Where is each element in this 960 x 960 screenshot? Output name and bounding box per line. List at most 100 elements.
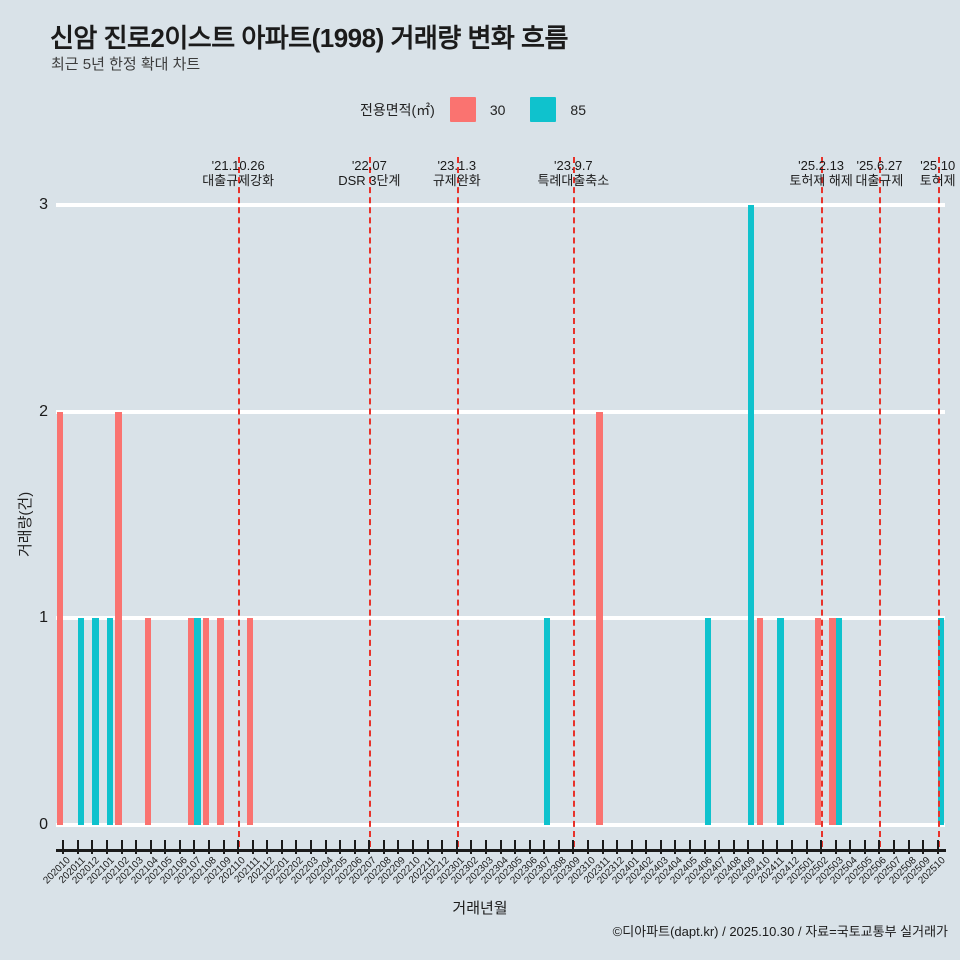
- event-marker-line: [879, 157, 882, 847]
- x-tick: [149, 840, 152, 854]
- x-tick: [703, 840, 706, 854]
- x-tick: [659, 840, 662, 854]
- x-tick: [878, 840, 881, 854]
- x-tick: [907, 840, 910, 854]
- x-tick: [892, 840, 895, 854]
- x-tick: [164, 840, 167, 854]
- x-tick: [484, 840, 487, 854]
- x-tick: [368, 840, 371, 854]
- x-tick: [863, 840, 866, 854]
- event-annotation-text: DSR 3단계: [338, 173, 401, 188]
- event-marker-line: [821, 157, 824, 847]
- event-annotation: '21.10.26 대출규제강화: [178, 158, 298, 189]
- event-annotation-text: 토허제 해제: [789, 173, 853, 188]
- chart-bar[interactable]: [835, 618, 842, 825]
- chart-bar[interactable]: [814, 618, 822, 825]
- x-tick: [586, 840, 589, 854]
- x-tick: [455, 840, 458, 854]
- x-tick: [499, 840, 502, 854]
- chart-bar[interactable]: [144, 618, 151, 825]
- x-tick: [688, 840, 691, 854]
- event-marker-line: [456, 157, 459, 847]
- event-annotation-text: 특례대출축소: [537, 173, 610, 188]
- event-annotation: '22.07 DSR 3단계: [309, 158, 429, 189]
- y-tick-label: 0: [39, 816, 48, 833]
- chart-bar[interactable]: [217, 618, 224, 825]
- chart-bar[interactable]: [194, 618, 201, 825]
- x-tick: [62, 840, 65, 854]
- x-tick: [280, 840, 283, 854]
- x-tick: [936, 840, 939, 854]
- y-tick-label: 2: [39, 402, 48, 420]
- x-tick: [849, 840, 852, 854]
- event-annotation-date: '25.10: [920, 158, 956, 173]
- chart-bar[interactable]: [596, 411, 603, 825]
- y-axis-title: 거래량(건): [17, 491, 34, 557]
- chart-bar[interactable]: [544, 618, 551, 825]
- event-annotation-text: 대출규제강화: [202, 173, 275, 188]
- x-tick: [761, 840, 764, 854]
- chart-bar[interactable]: [92, 618, 99, 825]
- chart-bar[interactable]: [748, 205, 755, 825]
- footer-credit: ©디아파트(dapt.kr) / 2025.10.30 / 자료=국토교통부 실…: [612, 924, 948, 939]
- x-tick: [120, 840, 123, 854]
- y-gridline: [56, 203, 945, 207]
- y-gridline: [56, 823, 945, 827]
- x-tick: [222, 840, 225, 854]
- page-subtitle: 최근 5년 한정 확대 차트: [51, 56, 201, 73]
- legend-swatch-30[interactable]: [449, 97, 476, 122]
- event-annotation-text: 토허제: [919, 173, 956, 188]
- legend-swatch-85[interactable]: [530, 97, 557, 122]
- x-tick: [834, 840, 837, 854]
- y-gridline: [56, 616, 945, 621]
- event-annotation-date: '25.2.13: [798, 158, 845, 173]
- x-tick: [237, 840, 240, 854]
- x-tick: [397, 840, 400, 854]
- chart-legend: 전용면적(㎡) 30 85: [0, 97, 960, 122]
- chart-bar[interactable]: [115, 411, 122, 825]
- x-tick: [251, 840, 254, 854]
- x-tick: [790, 840, 793, 854]
- chart-bar[interactable]: [107, 618, 114, 825]
- x-tick: [528, 840, 531, 854]
- chart-bar[interactable]: [246, 618, 253, 825]
- event-marker-line: [369, 157, 372, 847]
- chart-bar[interactable]: [704, 618, 711, 825]
- x-tick: [412, 840, 415, 854]
- x-tick: [718, 840, 721, 854]
- event-annotation-date: '21.10.26: [211, 158, 265, 173]
- x-tick: [324, 840, 327, 854]
- event-annotation-text: 규제완화: [432, 173, 481, 188]
- x-tick: [266, 840, 269, 854]
- x-tick: [135, 840, 138, 854]
- event-annotation-date: '22.07: [351, 158, 387, 173]
- x-tick: [674, 840, 677, 854]
- x-tick: [572, 840, 575, 854]
- x-tick: [776, 840, 779, 854]
- chart-bar[interactable]: [937, 618, 944, 825]
- y-gridline: [56, 409, 945, 414]
- event-annotation: '25.2.13 토허제 해제: [761, 158, 881, 189]
- legend-title: 전용면적(㎡): [359, 101, 435, 118]
- chart-bar[interactable]: [829, 618, 836, 825]
- chart-bar[interactable]: [57, 411, 64, 825]
- page-title: 신암 진로2이스트 아파트(1998) 거래량 변화 흐름: [50, 23, 568, 53]
- event-annotation-date: '23.9.7: [554, 158, 593, 173]
- chart-bar[interactable]: [777, 618, 784, 825]
- x-tick: [747, 840, 750, 854]
- x-tick: [178, 840, 181, 854]
- x-tick: [441, 840, 444, 854]
- x-tick: [820, 840, 823, 854]
- chart-bar[interactable]: [202, 618, 209, 825]
- event-marker-line: [238, 157, 241, 847]
- chart-bar[interactable]: [756, 618, 763, 825]
- x-tick: [91, 840, 94, 854]
- chart-plot-area[interactable]: [56, 157, 945, 847]
- y-tick-label: 3: [39, 196, 48, 213]
- x-tick: [557, 840, 560, 854]
- x-tick: [382, 840, 385, 854]
- x-tick: [732, 840, 735, 854]
- chart-bar[interactable]: [77, 618, 85, 825]
- chart-bar[interactable]: [188, 618, 195, 825]
- x-tick: [601, 840, 604, 854]
